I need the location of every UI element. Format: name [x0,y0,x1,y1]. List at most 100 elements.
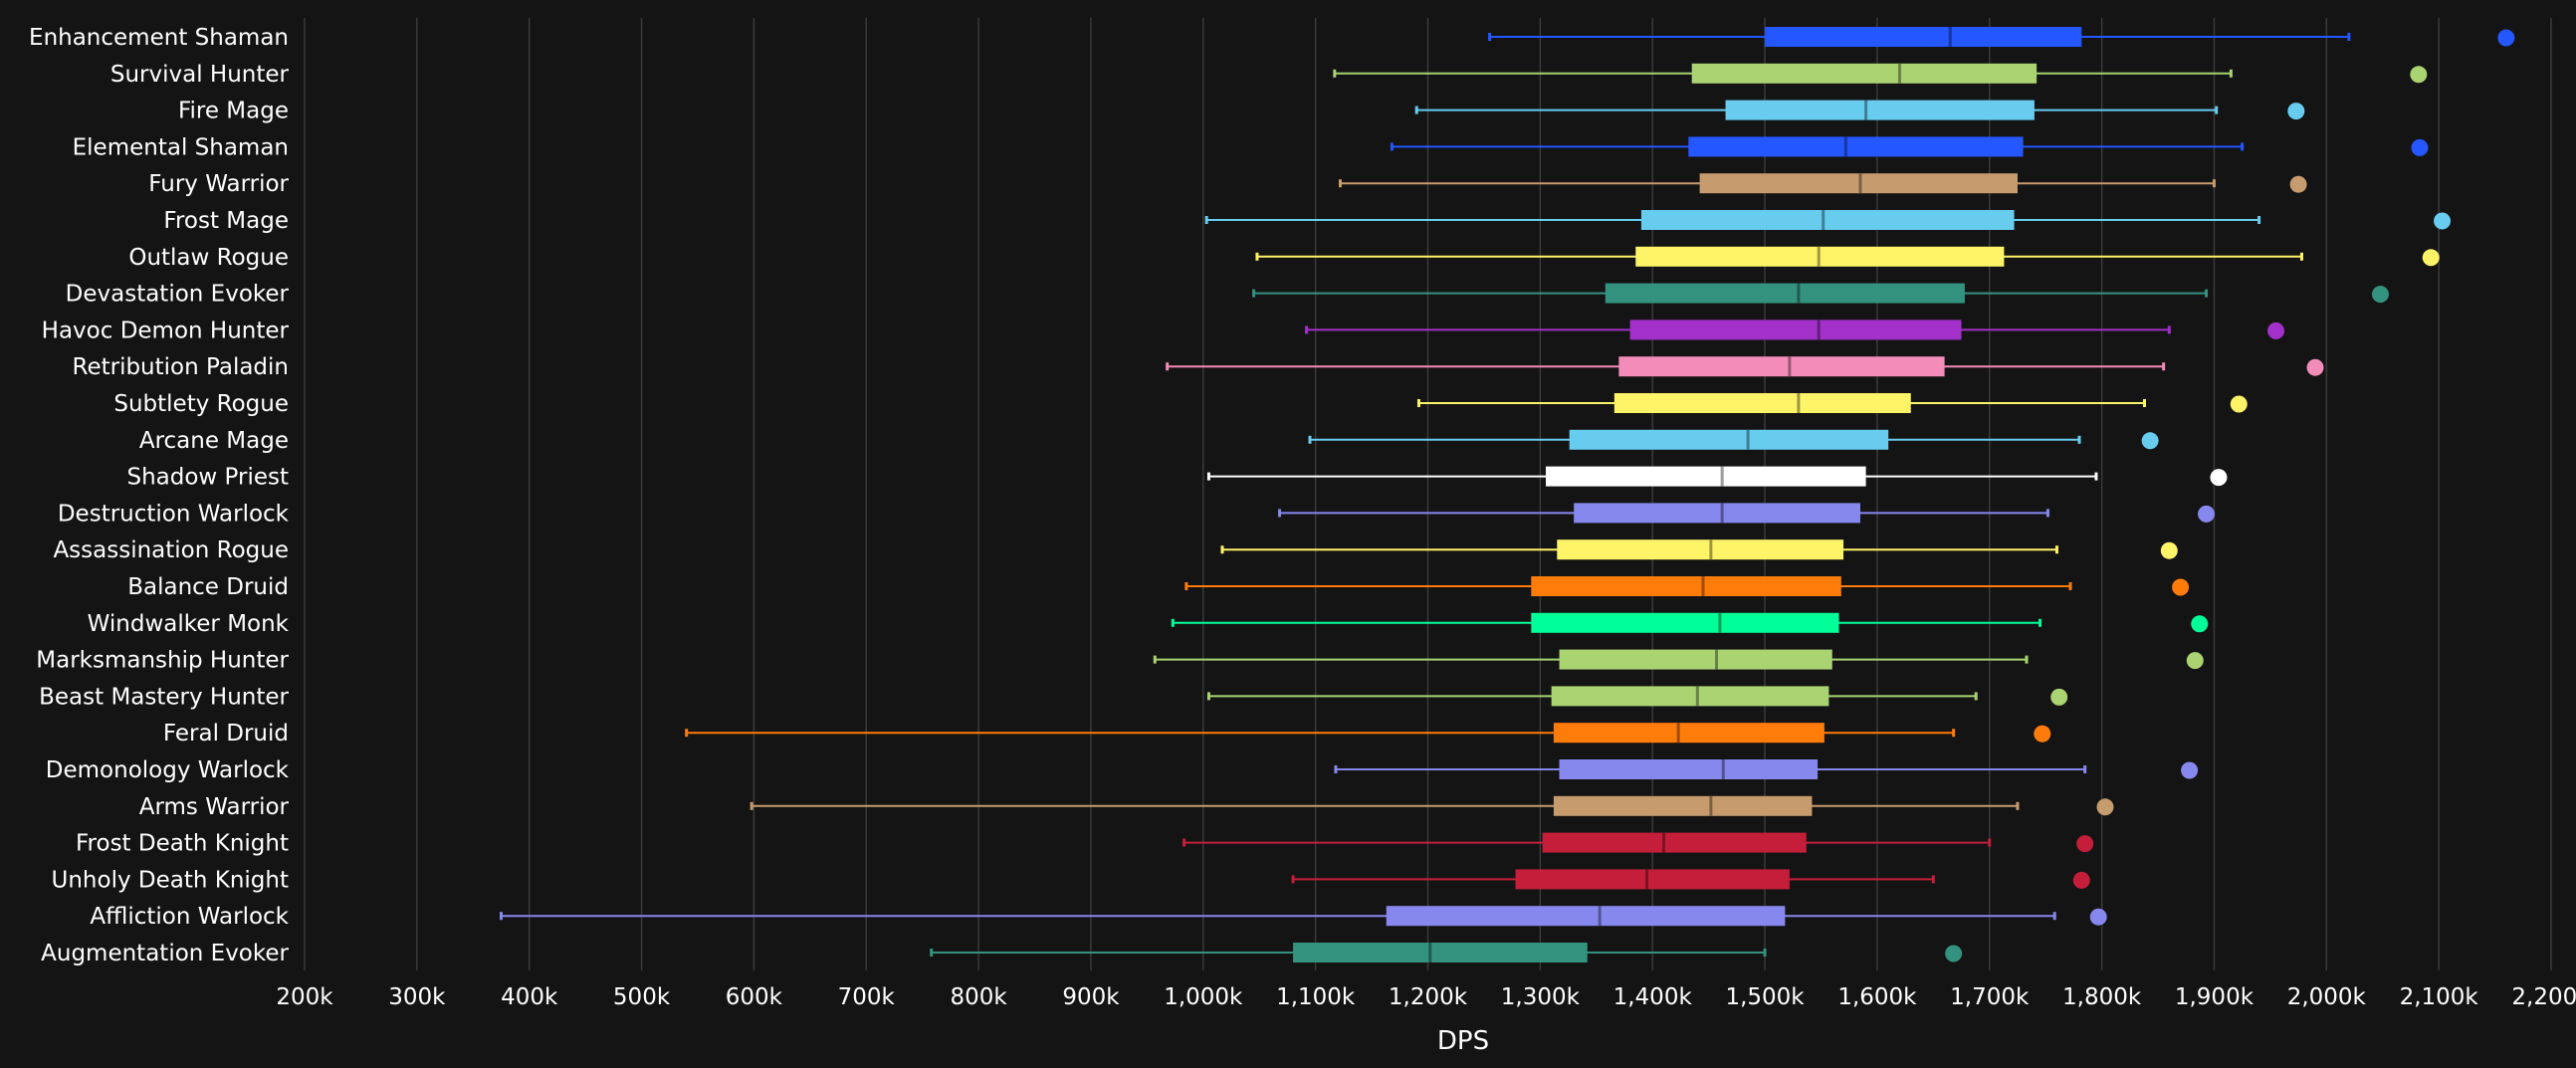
box-row [1488,27,2515,47]
outlier-point [2160,541,2178,559]
box-row [1333,63,2428,84]
x-tick-label: 200k [276,984,333,1010]
category-label: Assassination Rogue [53,537,289,563]
iqr-box [1640,210,2015,230]
category-label: Augmentation Evoker [41,941,289,966]
iqr-box [1725,100,2035,120]
x-tick-label: 700k [838,984,896,1010]
outlier-point [2141,432,2159,450]
box-series [499,27,2515,962]
category-label: Beast Mastery Hunter [39,684,289,710]
iqr-box [1531,576,1841,596]
box-row [1338,173,2307,194]
iqr-box [1553,723,1825,744]
box-row [1334,759,2199,779]
outlier-point [1945,945,1963,962]
box-row [1308,429,2159,450]
iqr-box [1515,869,1790,890]
x-tick-label: 2,100k [2400,984,2479,1010]
box-row [1206,686,2068,707]
box-row [1166,356,2324,377]
x-tick-label: 1,200k [1389,984,1468,1010]
box-row [1255,246,2440,267]
category-label: Affliction Warlock [90,904,289,930]
outlier-point [2422,249,2440,267]
outlier-point [2034,725,2051,743]
box-row [1206,466,2228,487]
x-tick-label: 1,400k [1613,984,1693,1010]
outlier-point [2050,688,2068,706]
outlier-point [2289,175,2307,193]
outlier-point [2186,652,2204,670]
category-label: Devastation Evoker [66,282,290,308]
iqr-box [1569,429,1889,450]
x-tick-label: 1,600k [1837,984,1917,1010]
outlier-point [2089,908,2107,926]
x-tick-label: 300k [388,984,446,1010]
outlier-point [2191,615,2209,633]
outlier-point [2096,798,2114,816]
x-tick-label: 800k [950,984,1007,1010]
category-label: Feral Druid [163,721,289,747]
category-label: Arms Warrior [139,794,290,820]
category-label: Havoc Demon Hunter [42,318,290,343]
iqr-box [1551,686,1829,707]
box-row [1414,100,2305,120]
iqr-box [1613,393,1911,413]
x-tick-label: 1,700k [1950,984,2030,1010]
box-row [930,943,1963,962]
iqr-box [1765,27,2082,47]
box-row [1220,539,2178,560]
iqr-box [1545,466,1866,487]
category-label: Survival Hunter [110,62,290,88]
box-row [1171,612,2209,633]
box-row [499,906,2107,927]
box-row [1278,503,2216,524]
outlier-point [2076,835,2094,853]
box-row [1153,649,2204,670]
category-label: Unholy Death Knight [52,867,289,893]
iqr-box [1553,795,1813,816]
category-label: Arcane Mage [139,428,289,454]
x-tick-label: 2,000k [2287,984,2367,1010]
outlier-point [2306,358,2324,376]
x-tick-label: 1,000k [1164,984,1243,1010]
x-tick-label: 1,800k [2062,984,2142,1010]
outlier-point [2434,212,2452,230]
iqr-box [1618,356,1945,377]
category-label: Fire Mage [178,99,289,124]
outlier-point [2181,761,2199,779]
outlier-point [2210,469,2228,487]
iqr-box [1574,503,1860,524]
category-labels: Enhancement Shaman Survival Hunter Fire Ma… [29,25,290,966]
outlier-point [2198,505,2216,523]
category-label: Frost Death Knight [76,831,289,857]
category-label: Marksmanship Hunter [36,648,289,674]
iqr-box [1605,283,1965,304]
outlier-point [2267,321,2285,339]
box-row [1204,210,2452,230]
category-label: Balance Druid [127,574,289,600]
category-label: Destruction Warlock [58,501,290,527]
iqr-box [1699,173,2018,194]
category-label: Demonology Warlock [46,757,290,783]
iqr-box [1386,906,1786,927]
outlier-point [2287,103,2305,120]
x-tick-label: 600k [726,984,783,1010]
category-label: Fury Warrior [148,171,289,197]
outlier-point [2497,29,2515,47]
iqr-box [1557,539,1844,560]
box-row [1390,136,2429,157]
iqr-box [1688,136,2024,157]
x-tick-label: 1,900k [2175,984,2254,1010]
box-row [1305,320,2285,340]
iqr-box [1293,943,1588,962]
category-label: Retribution Paladin [73,354,290,380]
x-tick-label: 2,200k [2511,984,2576,1010]
box-row [1182,832,2094,853]
grid-lines [304,18,2552,970]
iqr-box [1559,649,1832,670]
x-tick-label: 1,100k [1276,984,1356,1010]
box-row [1184,576,2190,596]
